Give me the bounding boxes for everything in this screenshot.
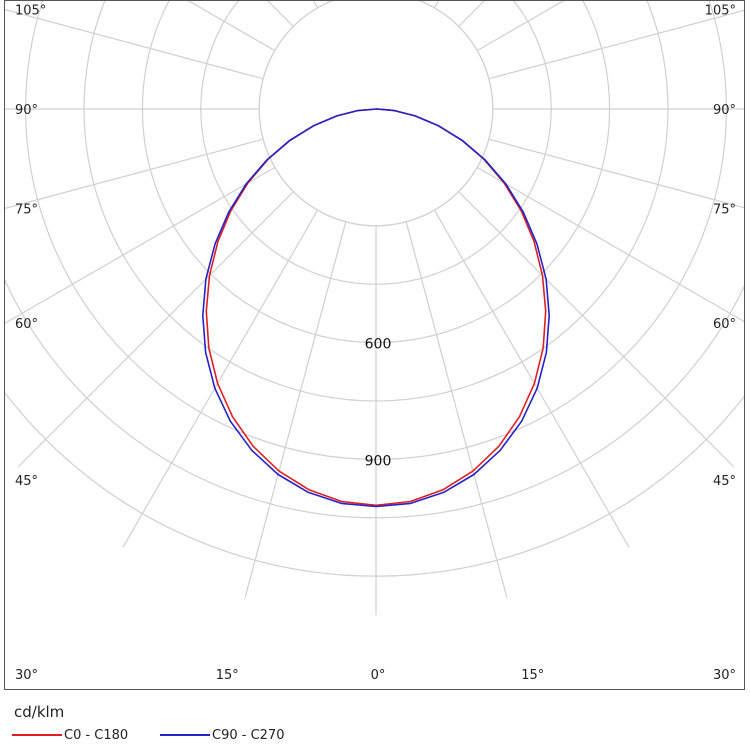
unit-label: cd/klm xyxy=(14,703,65,721)
angle-label-60-right: 60° xyxy=(713,317,736,332)
legend-swatch-c0-c180 xyxy=(12,734,62,736)
ring-labels: 600 900 xyxy=(365,337,392,470)
angle-label-75-right: 75° xyxy=(713,202,736,217)
angle-label-30-left: 30° xyxy=(15,668,38,683)
angle-labels: 0° 15° 15° 30° 30° 45° 45° 60° 60° 75° 75° 90° 90° 10… xyxy=(15,4,736,683)
angle-label-90-left: 90° xyxy=(15,103,38,118)
angle-label-45-right: 45° xyxy=(713,474,736,489)
angle-label-90-right: 90° xyxy=(713,103,736,118)
angle-label-75-left: 75° xyxy=(15,202,38,217)
angle-label-105-right: 105° xyxy=(705,4,736,19)
legend-label-c90-c270: C90 - C270 xyxy=(212,727,285,743)
angle-label-60-left: 60° xyxy=(15,317,38,332)
center-mask xyxy=(258,1,494,227)
angle-label-30-right: 30° xyxy=(713,668,736,683)
series-curve-1 xyxy=(202,108,551,508)
intensity-curves xyxy=(202,108,551,508)
angle-label-0: 0° xyxy=(371,668,386,683)
ring-label-600: 600 xyxy=(365,337,392,353)
angle-label-15-left: 15° xyxy=(216,668,239,683)
angle-label-105-left: 105° xyxy=(15,4,46,19)
legend-label-c0-c180: C0 - C180 xyxy=(64,727,129,743)
legend-item-c0-c180: C0 - C180 xyxy=(12,726,128,744)
angle-label-15-right: 15° xyxy=(521,668,544,683)
legend-item-c90-c270: C90 - C270 xyxy=(160,726,284,744)
legend-swatch-c90-c270 xyxy=(160,734,210,736)
angle-label-45-left: 45° xyxy=(15,474,38,489)
polar-chart: 600 900 0° 15° 15° 30° 30° 45° 45° 60° 60° 75° 75° 9… xyxy=(5,1,744,683)
polar-plot-area: 600 900 0° 15° 15° 30° 30° 45° 45° 60° 60° 75° 75° 9… xyxy=(4,0,745,690)
ring-label-900: 900 xyxy=(365,453,392,469)
